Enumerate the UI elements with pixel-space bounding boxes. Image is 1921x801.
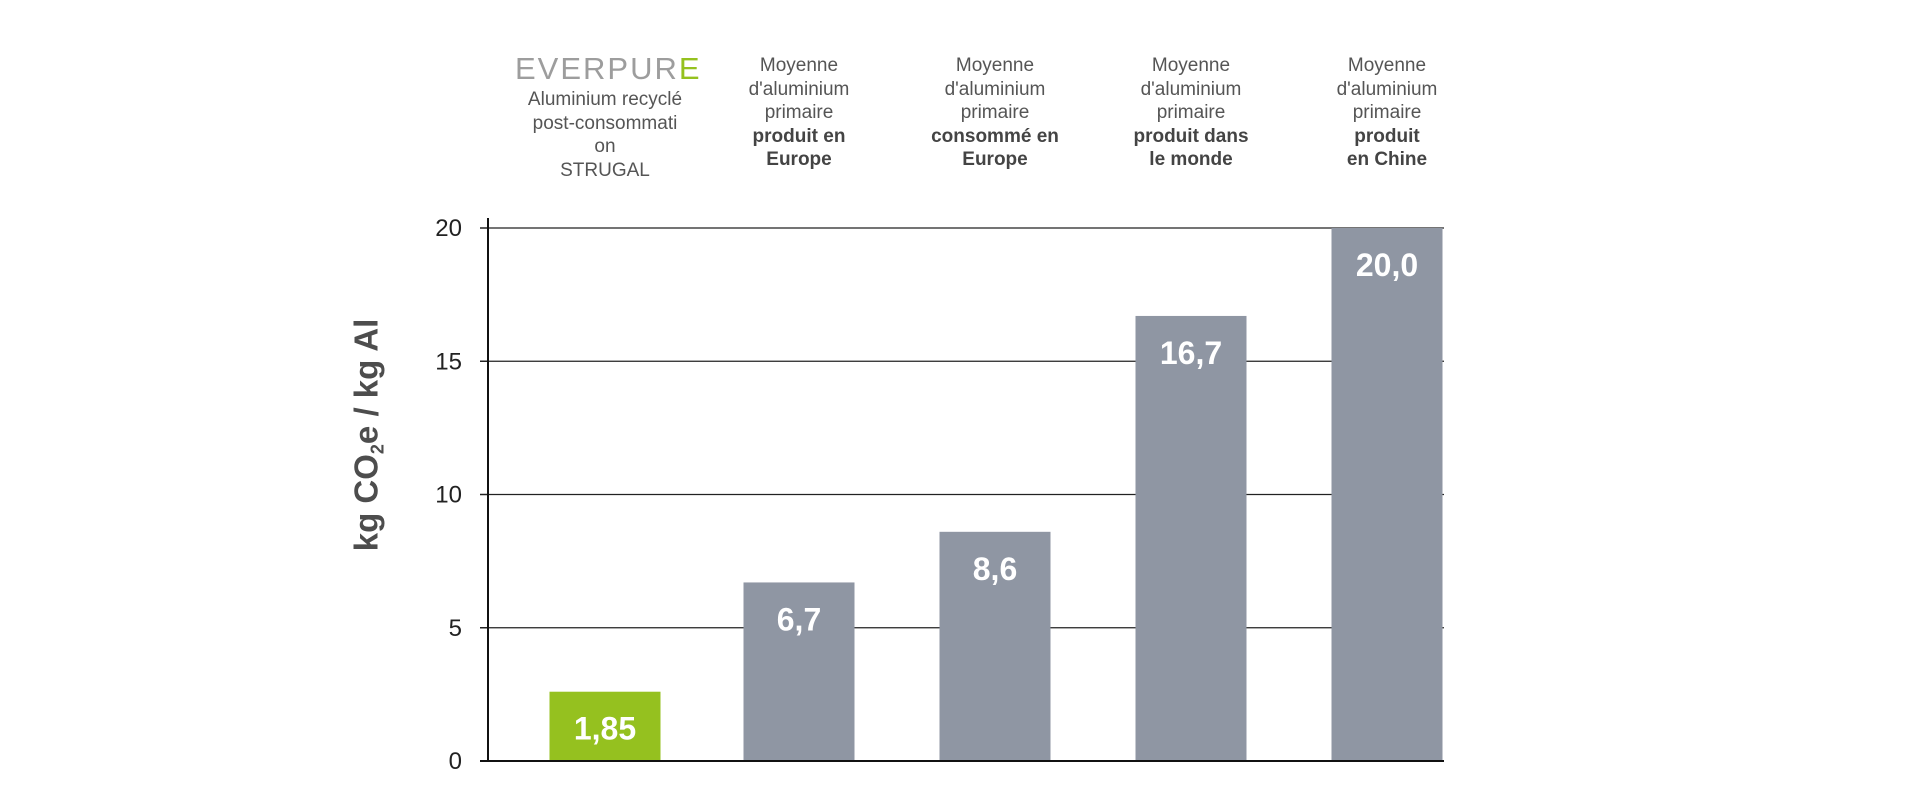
category-header-text: d'aluminium [1140, 78, 1242, 100]
category-header-bold-text: Europe [962, 149, 1028, 170]
category-header-bold-text: produit dans [1133, 125, 1249, 147]
y-tick-label: 0 [449, 748, 462, 775]
category-header-text: Moyenne [955, 55, 1035, 76]
bar-5 [1331, 228, 1443, 761]
category-header-2: Moyenne d'aluminium primaire produit en Euro… [709, 54, 889, 172]
category-header-text: Moyenne [1151, 55, 1231, 76]
category-header-bold-text: produit en [752, 125, 846, 147]
category-header-text: Aluminium recyclé [527, 89, 683, 110]
category-header-text: Moyenne [759, 55, 839, 76]
category-header-text: d'aluminium [748, 78, 850, 100]
y-tick-label: 5 [449, 615, 462, 642]
category-header-text: primaire [764, 102, 834, 123]
category-header-bold-text: Europe [766, 149, 832, 170]
bar-4 [1135, 315, 1247, 761]
category-header-bold-text: en Chine [1346, 149, 1428, 170]
bar-value-label: 8,6 [973, 551, 1017, 587]
bar-value-label: 6,7 [777, 601, 821, 637]
everpure-logo: EVERPURE [515, 51, 702, 86]
bar-value-label: 16,7 [1160, 335, 1222, 371]
category-header-3: Moyenne d'aluminium primaire consommé en Eur… [905, 54, 1085, 172]
bar-value-label: 20,0 [1356, 247, 1418, 283]
y-tick-label: 10 [435, 482, 462, 509]
category-header-text: post-consommati [532, 112, 678, 134]
category-header-text: primaire [1156, 102, 1226, 123]
bar-2 [743, 582, 855, 761]
category-header-bold-text: consommé en [931, 125, 1059, 147]
category-header-1: EVERPURE Aluminium recyclé post-consommati… [515, 51, 702, 182]
bar-value-label: 1,85 [574, 711, 636, 747]
category-header-5: Moyenne d'aluminium primaire produit en Chin… [1297, 54, 1477, 172]
category-header-text: primaire [960, 102, 1030, 123]
category-header-text: d'aluminium [1336, 78, 1438, 100]
category-header-text: primaire [1352, 102, 1422, 123]
bar-1 [549, 691, 661, 761]
category-header-4: Moyenne d'aluminium primaire produit dans le… [1101, 54, 1281, 172]
y-tick-label: 20 [435, 215, 462, 242]
category-header-text: on [594, 136, 616, 157]
category-header-text: STRUGAL [560, 159, 650, 181]
category-header-bold-text: le monde [1149, 149, 1233, 170]
category-header-text: d'aluminium [944, 78, 1046, 100]
bar-3 [939, 531, 1051, 761]
category-header-bold-text: produit [1354, 125, 1420, 147]
y-tick-label: 15 [435, 348, 462, 375]
category-header-text: Moyenne [1347, 55, 1427, 76]
